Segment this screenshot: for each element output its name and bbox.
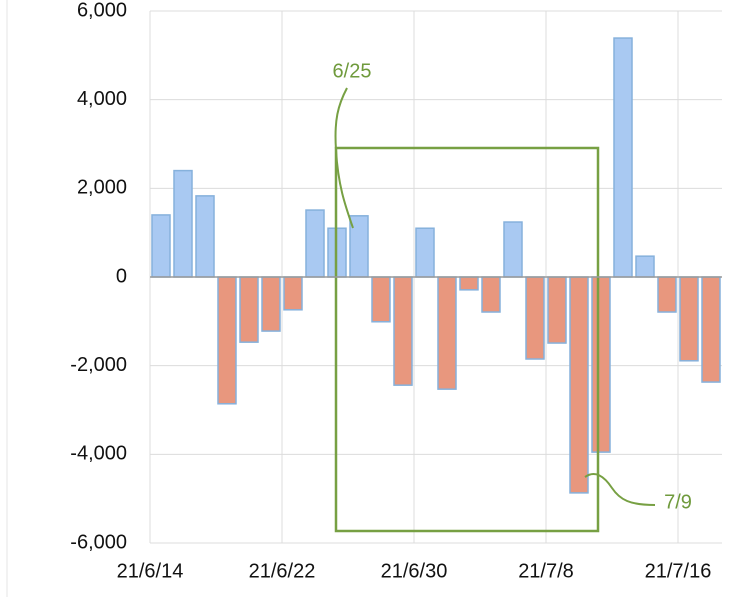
highlight-box	[334, 146, 600, 533]
bar	[679, 276, 699, 362]
y-tick-label: -2,000	[70, 354, 127, 376]
y-tick-label: 0	[116, 265, 127, 287]
bar	[569, 276, 589, 494]
bar	[525, 276, 545, 360]
bar	[481, 276, 501, 313]
bar	[547, 276, 567, 344]
annotation-arrow	[334, 87, 354, 229]
bar	[459, 276, 479, 291]
bar	[415, 227, 435, 278]
annotation-arrow	[584, 473, 656, 506]
y-tick-label: -4,000	[70, 443, 127, 465]
bar	[261, 276, 281, 332]
x-tick-label: 21/7/8	[518, 560, 574, 582]
bar	[217, 276, 237, 405]
bars	[151, 37, 721, 494]
x-tick-label: 21/6/22	[249, 560, 316, 582]
y-tick-label: -6,000	[70, 531, 127, 553]
bar	[635, 255, 655, 278]
bar	[151, 214, 171, 278]
bar	[239, 276, 259, 343]
bar	[305, 209, 325, 278]
annotation: 7/9	[664, 491, 692, 513]
bar	[613, 37, 633, 278]
y-tick-label: 2,000	[77, 177, 127, 199]
bar	[437, 276, 457, 390]
annotation: 6/25	[333, 60, 372, 82]
bar	[701, 276, 721, 383]
bar	[195, 195, 215, 278]
bar	[173, 169, 193, 278]
y-tick-label: 6,000	[77, 0, 127, 21]
bar	[657, 276, 677, 313]
x-tick-label: 21/6/30	[381, 560, 448, 582]
bar	[591, 276, 611, 453]
bar	[371, 276, 391, 323]
bar	[503, 221, 523, 278]
x-tick-label: 21/7/16	[645, 560, 712, 582]
y-tick-label: 4,000	[77, 88, 127, 110]
x-tick-label: 21/6/14	[117, 560, 184, 582]
bar	[393, 276, 413, 386]
bar	[283, 276, 303, 311]
